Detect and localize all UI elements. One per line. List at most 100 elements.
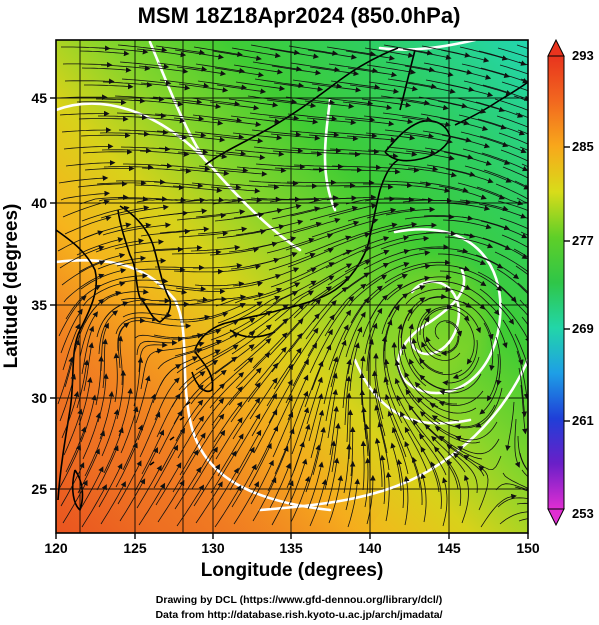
streamline — [137, 393, 156, 441]
streamline — [480, 493, 517, 528]
streamline — [136, 340, 178, 356]
streamline — [310, 151, 361, 158]
streamline — [213, 401, 243, 443]
streamline — [193, 197, 244, 203]
streamline — [326, 46, 376, 57]
streamline — [214, 485, 242, 528]
streamline — [366, 206, 416, 219]
streamline — [408, 404, 443, 442]
streamline — [367, 149, 418, 157]
plot-frame — [55, 39, 529, 534]
y-axis-title: Latitude (degrees) — [1, 204, 22, 369]
streamline — [292, 217, 341, 234]
streamline — [155, 462, 182, 506]
streamline — [304, 360, 324, 408]
streamline — [394, 377, 422, 421]
streamline — [329, 148, 380, 155]
credit-line-data: Data from http://database.rish.kyoto-u.a… — [155, 609, 442, 621]
streamline — [419, 181, 469, 193]
streamline — [309, 329, 333, 374]
streamline — [420, 472, 427, 523]
streamline — [135, 266, 186, 273]
streamline — [159, 226, 210, 234]
streamline — [253, 409, 278, 454]
streamline — [157, 480, 185, 523]
streamline — [475, 387, 503, 428]
streamline — [216, 84, 267, 94]
streamline — [349, 426, 356, 477]
x-tick-label: 125 — [123, 540, 147, 556]
streamline — [344, 375, 352, 426]
streamline — [479, 370, 501, 415]
streamline — [433, 446, 459, 490]
streamline — [214, 212, 265, 222]
streamline — [252, 332, 288, 369]
streamline — [197, 80, 248, 91]
streamline — [65, 160, 116, 167]
colorbar-tick-label: 269 — [572, 321, 594, 336]
streamline — [364, 457, 371, 508]
streamline — [411, 456, 423, 506]
streamline — [400, 184, 451, 193]
streamline — [478, 465, 489, 511]
streamline — [342, 101, 393, 111]
streamline — [288, 45, 338, 56]
streamline — [328, 63, 379, 74]
streamline — [117, 335, 123, 386]
streamline — [290, 202, 340, 217]
streamline — [136, 197, 187, 203]
streamline — [479, 288, 515, 325]
streamline — [442, 66, 492, 80]
streamline — [422, 316, 442, 357]
streamline — [135, 375, 151, 424]
streamline — [513, 248, 528, 258]
streamline — [191, 446, 218, 490]
streamline — [153, 332, 204, 339]
streamline — [288, 313, 320, 353]
streamline — [461, 474, 470, 524]
streamline — [481, 305, 508, 349]
streamline — [196, 413, 225, 456]
streamline — [152, 245, 203, 251]
streamline — [138, 286, 188, 295]
streamline — [499, 64, 528, 75]
streamline — [60, 308, 83, 354]
y-tick-label: 35 — [31, 297, 47, 313]
streamline — [193, 46, 243, 57]
streamline — [365, 132, 416, 141]
streamline — [312, 426, 326, 476]
streamline — [81, 205, 130, 222]
streamline — [402, 48, 452, 60]
streamline — [97, 255, 147, 270]
streamline — [501, 81, 528, 92]
streamline — [247, 95, 298, 105]
streamline — [214, 281, 264, 290]
streamline — [329, 405, 339, 456]
streamline — [464, 318, 475, 365]
streamline — [446, 459, 462, 507]
streamline — [120, 406, 139, 454]
streamline — [499, 511, 528, 525]
streamline — [255, 163, 306, 170]
streamline — [173, 384, 204, 425]
streamline — [306, 117, 357, 126]
streamline — [518, 61, 528, 66]
streamline — [290, 475, 311, 523]
streamline — [416, 308, 432, 353]
x-tick-label: 120 — [44, 540, 68, 556]
streamline — [158, 147, 209, 155]
streamline — [272, 411, 294, 458]
streamline — [194, 131, 245, 140]
streamline — [177, 151, 228, 160]
streamline — [483, 322, 495, 371]
streamline — [374, 437, 383, 487]
streamline — [248, 304, 289, 335]
streamline — [419, 433, 447, 476]
streamline — [198, 303, 246, 320]
streamline — [461, 216, 510, 231]
streamline — [416, 397, 460, 422]
streamline — [119, 204, 169, 216]
streamline — [190, 369, 227, 405]
streamline — [159, 79, 210, 89]
streamline — [476, 186, 524, 206]
